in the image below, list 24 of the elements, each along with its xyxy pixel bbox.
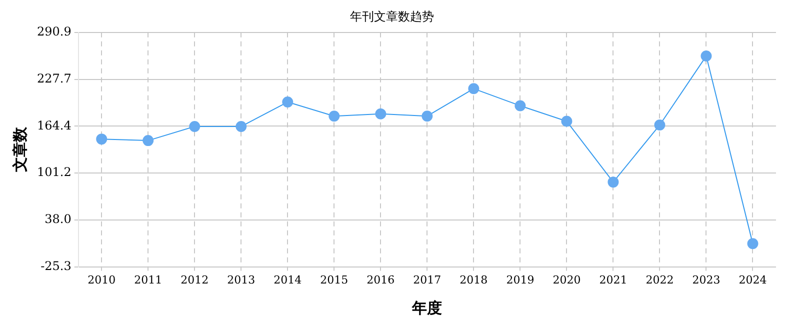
x-tick-label: 2016	[366, 273, 395, 286]
x-tick-label: 2019	[506, 273, 534, 286]
x-tick-label: 2012	[180, 273, 209, 286]
x-axis-title: 年度	[411, 298, 442, 317]
chart-title: 年刊文章数趋势	[350, 9, 434, 24]
x-tick-label: 2013	[227, 273, 256, 286]
y-tick-label: 227.7	[36, 71, 72, 86]
x-tick-label: 2010	[88, 273, 116, 286]
y-tick-label: 164.4	[36, 118, 72, 132]
y-axis-title: 文章数	[10, 126, 29, 174]
x-tick-label: 2017	[413, 273, 442, 286]
x-tick-label: 2022	[646, 273, 674, 286]
x-tick-label: 2024	[738, 273, 767, 286]
x-tick-label: 2015	[320, 273, 348, 286]
y-tick-label: -25.3	[40, 258, 72, 273]
y-tick-label: 38.0	[44, 212, 72, 226]
x-tick-label: 2023	[692, 273, 720, 286]
x-tick-label: 2014	[274, 273, 302, 286]
x-tick-label: 2018	[460, 273, 488, 286]
x-tick-label: 2021	[599, 273, 628, 286]
y-tick-label: 290.9	[36, 24, 72, 39]
x-tick-label: 2020	[552, 273, 581, 286]
y-tick-label: 101.2	[36, 165, 72, 180]
x-tick-label: 2011	[134, 273, 162, 286]
